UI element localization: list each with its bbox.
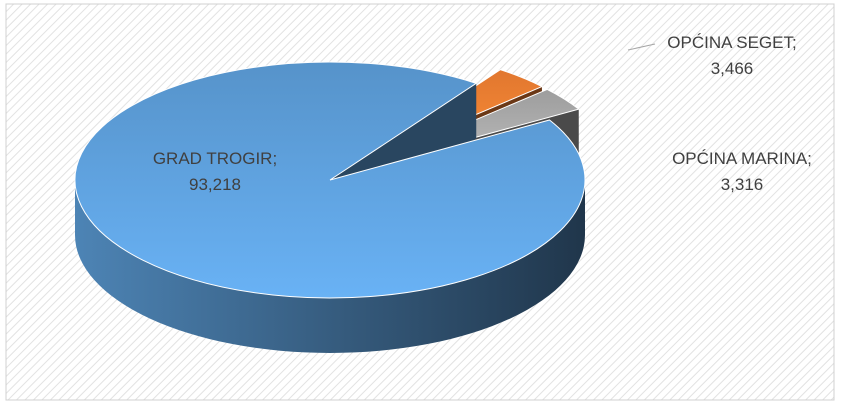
label-category: OPĆINA SEGET [667,33,792,52]
label-value: 93,218 [189,175,241,194]
label-separator: ; [791,33,797,52]
pie [74,61,586,353]
data-label: GRAD TROGIR; 93,218 [130,146,300,198]
label-category: OPĆINA MARINA [672,149,808,168]
data-label: OPĆINA MARINA; 3,316 [662,146,822,198]
slice [74,61,586,299]
label-category: GRAD TROGIR [152,149,273,168]
label-value: 3,466 [710,59,754,78]
label-separator: ; [272,149,278,168]
label-separator: ; [807,149,812,168]
data-label: OPĆINA SEGET; 3,466 [652,30,812,82]
label-value: 3,316 [720,175,764,194]
slice-side [75,180,585,353]
leader-line [627,43,656,51]
